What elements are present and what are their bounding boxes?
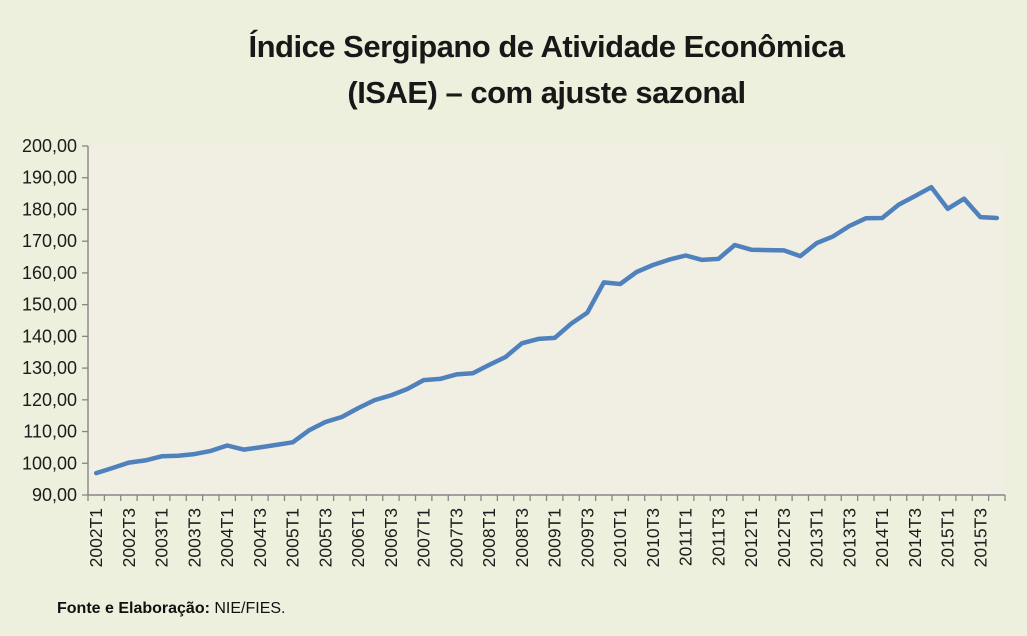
x-tick-label: 2002T1	[86, 508, 106, 567]
x-tick-label: 2015T3	[970, 508, 990, 567]
y-tick-label: 160,00	[22, 263, 77, 283]
y-tick-label: 140,00	[22, 326, 77, 346]
source-note-text: NIE/FIES.	[209, 600, 286, 617]
x-tick-label: 2004T3	[250, 508, 270, 567]
x-tick-label: 2009T1	[545, 508, 565, 567]
x-tick-label: 2011T1	[676, 508, 696, 566]
x-tick-label: 2009T3	[577, 508, 597, 567]
x-tick-label: 2002T3	[119, 508, 139, 567]
x-tick-label: 2013T3	[839, 508, 859, 567]
x-tick-label: 2003T3	[184, 508, 204, 567]
x-tick-label: 2012T1	[741, 508, 761, 567]
x-tick-label: 2010T1	[610, 508, 630, 567]
y-tick-label: 90,00	[32, 485, 77, 505]
x-tick-label: 2014T3	[905, 508, 925, 567]
x-tick-label: 2005T1	[283, 508, 303, 567]
x-tick-label: 2011T3	[708, 508, 728, 566]
x-tick-label: 2012T3	[774, 508, 794, 567]
chart-title-line2: (ISAE) – com ajuste sazonal	[347, 75, 746, 110]
x-tick-label: 2008T3	[512, 508, 532, 567]
chart-title: Índice Sergipano de Atividade Econômica …	[88, 24, 1005, 116]
y-tick-label: 190,00	[22, 168, 77, 188]
x-tick-label: 2010T3	[643, 508, 663, 567]
isae-series-line	[93, 184, 1000, 476]
plot-area	[88, 146, 1005, 495]
source-note-label: Fonte e Elaboração:	[57, 600, 210, 617]
x-tick-label: 2006T1	[348, 508, 368, 567]
y-tick-label: 150,00	[22, 295, 77, 315]
y-tick-label: 130,00	[22, 358, 77, 378]
x-tick-label: 2015T1	[938, 508, 958, 567]
x-tick-label: 2004T1	[217, 508, 237, 567]
y-tick-label: 120,00	[22, 390, 77, 410]
x-tick-label: 2005T3	[315, 508, 335, 567]
y-tick-label: 110,00	[23, 422, 77, 442]
x-tick-label: 2014T1	[872, 508, 892, 567]
x-tick-label: 2007T3	[446, 508, 466, 567]
y-tick-label: 170,00	[22, 231, 77, 251]
chart-title-line1: Índice Sergipano de Atividade Econômica	[248, 29, 845, 64]
y-tick-label: 200,00	[22, 136, 77, 156]
y-tick-label: 180,00	[22, 199, 77, 219]
y-tick-label: 100,00	[22, 453, 77, 473]
x-tick-label: 2013T1	[807, 508, 827, 567]
x-tick-label: 2003T1	[152, 508, 172, 567]
x-tick-label: 2008T1	[479, 508, 499, 567]
x-tick-label: 2006T3	[381, 508, 401, 567]
x-tick-label: 2007T1	[414, 508, 434, 567]
source-note: Fonte e Elaboração: NIE/FIES.	[57, 600, 286, 618]
